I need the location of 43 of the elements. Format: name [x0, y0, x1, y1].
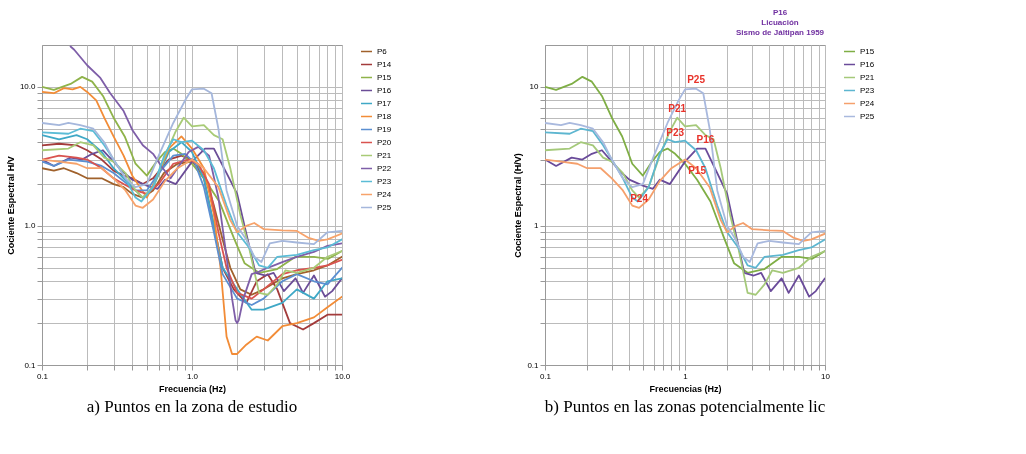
legend-label: P21 — [377, 150, 392, 160]
legend-label: P16 — [860, 59, 875, 69]
y-tick-label: 1 — [534, 221, 540, 231]
annotation: P25 — [687, 73, 706, 85]
legend-label: P15 — [860, 46, 875, 56]
x-tick-label: 10 — [821, 371, 831, 381]
legend-label: P20 — [377, 137, 392, 147]
legend-label: P24 — [377, 189, 392, 199]
x-tick-label: 10.0 — [334, 371, 351, 381]
legend-label: P18 — [377, 111, 392, 121]
legend-label: P25 — [860, 111, 875, 121]
legend-label: P6 — [377, 46, 388, 56]
legend-label: P19 — [377, 124, 392, 134]
legend-label: P25 — [377, 202, 392, 212]
legend-label: P23 — [860, 85, 875, 95]
text: P16 — [772, 8, 788, 17]
y-tick-label: 10.0 — [19, 82, 37, 92]
legend-label: P14 — [377, 59, 392, 69]
y-axis-title: Cociente Espectral (H/V) — [513, 153, 524, 258]
legend-label: P21 — [860, 72, 875, 82]
legend-label: P23 — [377, 176, 392, 186]
annotation: P21 — [668, 102, 687, 114]
text: Sismo de Jáltipan 1959 — [735, 28, 825, 37]
text: Licuación — [761, 18, 799, 27]
y-tick-label: 10 — [529, 82, 540, 92]
x-tick-label: 1.0 — [186, 371, 199, 381]
x-tick-label: 1 — [683, 371, 689, 381]
text: a) Puntos en la zona de estudio — [86, 397, 298, 416]
legend-label: P17 — [377, 98, 392, 108]
y-axis-title: Cociente Espectral H/V — [5, 156, 16, 255]
x-tick-label: 0.1 — [36, 371, 49, 381]
annotation: P16 — [696, 133, 715, 145]
legend-label: P24 — [860, 98, 875, 108]
legend-label: P22 — [377, 163, 392, 173]
y-tick-label: 0.1 — [24, 360, 37, 370]
x-tick-label: 0.1 — [539, 371, 552, 381]
legend-label: P16 — [377, 85, 392, 95]
x-axis-title: Frecuencias (Hz) — [649, 383, 722, 394]
y-tick-label: 0.1 — [527, 360, 540, 370]
legend-label: P15 — [377, 72, 392, 82]
x-axis-title: Frecuencia (Hz) — [158, 383, 227, 394]
y-tick-label: 1.0 — [24, 221, 37, 231]
text: b) Puntos en las zonas potencialmente lic — [544, 397, 826, 416]
